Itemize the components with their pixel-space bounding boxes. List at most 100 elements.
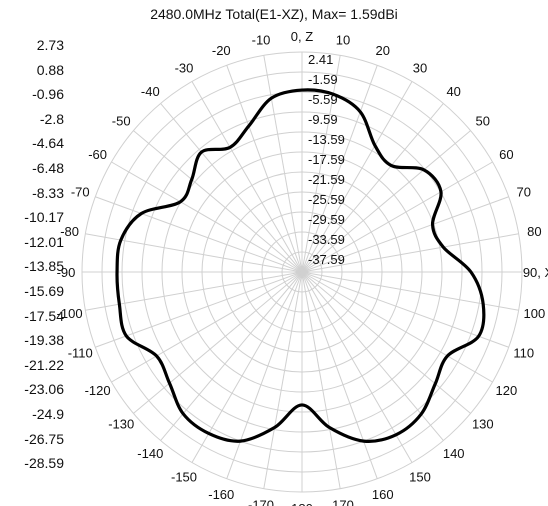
grid-spoke: [263, 55, 303, 273]
ring-label: -21.59: [308, 172, 345, 187]
angle-label: -50: [112, 113, 131, 128]
grid-spoke: [191, 81, 303, 273]
color-scale-value: -17.54: [24, 307, 64, 324]
angle-label: 80: [527, 224, 541, 239]
grid-spoke: [95, 271, 303, 348]
grid-spoke: [160, 103, 303, 273]
color-scale-value: -4.64: [32, 135, 64, 152]
grid-spoke: [111, 271, 303, 383]
angle-label: -100: [57, 306, 83, 321]
grid-spoke: [133, 130, 303, 273]
angle-label: -70: [71, 184, 90, 199]
angle-label: 40: [446, 84, 460, 99]
angle-label: -30: [175, 61, 194, 76]
color-scale-value: -8.33: [32, 184, 64, 201]
color-scale-value: -2.8: [39, 110, 64, 127]
color-scale-value: 2.73: [36, 37, 64, 53]
color-scale-value: -12.01: [24, 233, 64, 250]
grid-spoke: [95, 196, 303, 273]
angle-label: 60: [499, 147, 513, 162]
angle-label: -130: [108, 417, 134, 432]
angle-label: -10: [252, 33, 271, 48]
ring-label: -5.59: [308, 92, 338, 107]
ring-labels: 2.41 -1.59 -5.59 -9.59 -13.59 -17.59 -21.59 -25…: [308, 52, 345, 267]
grid-spoke: [301, 55, 341, 273]
ring-label: -1.59: [308, 72, 338, 87]
grid-spoke: [263, 271, 303, 489]
color-scale-value: -15.69: [24, 283, 64, 299]
ring-label: -29.59: [308, 212, 345, 227]
grid-spoke: [301, 233, 519, 273]
ring-label: 2.41: [308, 52, 333, 67]
grid-spoke: [111, 161, 303, 273]
color-scale-value: -28.59: [24, 455, 64, 472]
grid-spoke: [301, 130, 471, 273]
angle-label: 150: [409, 469, 431, 484]
angle-label: -170: [248, 497, 274, 506]
grid-spoke: [301, 271, 341, 489]
color-scale-value: -21.22: [24, 356, 64, 373]
angle-label: 170: [332, 497, 354, 506]
grid-spoke: [301, 81, 413, 273]
angle-labels: 0, Z 10 20 30 40 50 60 70 80 90, X 100 110 120 130 140…: [57, 29, 548, 506]
angle-label: 180: [291, 501, 313, 506]
grid-spoke: [301, 161, 493, 273]
angle-label: -80: [60, 224, 79, 239]
angle-label: 90, X: [523, 265, 548, 280]
grid-spoke: [191, 271, 303, 463]
angle-label: -60: [88, 147, 107, 162]
grid-spoke: [301, 103, 444, 273]
grid-spoke: [226, 65, 303, 273]
angle-label: -150: [171, 469, 197, 484]
grid-spoke: [301, 271, 444, 441]
color-scale-value: -10.17: [24, 209, 64, 226]
grid-spoke: [226, 271, 303, 479]
ring-label: -37.59: [308, 252, 345, 267]
grid-spoke: [133, 271, 303, 414]
angle-label: 70: [517, 184, 531, 199]
ring-label: -13.59: [308, 132, 345, 147]
color-scale-value: -23.06: [24, 381, 64, 398]
angle-label: 20: [375, 43, 389, 58]
angle-label: 0, Z: [291, 29, 313, 44]
ring-label: -33.59: [308, 232, 345, 247]
angle-label: 120: [496, 383, 518, 398]
angle-label: 110: [513, 346, 534, 361]
angle-label: -160: [208, 487, 234, 502]
grid-spoke: [301, 271, 413, 463]
angle-label: -120: [85, 383, 111, 398]
chart-title: 2480.0MHz Total(E1-XZ), Max= 1.59dBi: [150, 6, 398, 22]
angle-label: 50: [476, 113, 490, 128]
grid-spoke: [301, 271, 509, 348]
color-scale-value: -24.9: [32, 406, 64, 422]
grid-spoke: [301, 271, 378, 479]
color-scale-value: -0.96: [32, 86, 64, 103]
ring-label: -17.59: [308, 152, 345, 167]
color-scale-value: 0.88: [36, 61, 64, 78]
color-scale-value: -13.85: [24, 258, 64, 275]
grid-spoke: [301, 196, 509, 273]
grid-spoke: [301, 65, 378, 273]
angle-label: -20: [212, 43, 231, 58]
grid-spoke: [85, 271, 303, 311]
angle-label: 100: [524, 306, 546, 321]
angle-label: 30: [413, 61, 427, 76]
angle-label: 130: [472, 417, 494, 432]
color-scale-value: -19.38: [24, 332, 64, 349]
grid-spoke: [301, 271, 493, 383]
angle-label: 10: [336, 33, 350, 48]
ring-label: -25.59: [308, 192, 345, 207]
color-scale-value: -26.75: [24, 430, 64, 447]
angle-label: -90: [57, 265, 76, 280]
polar-grid: [81, 51, 523, 493]
angle-label: -40: [141, 84, 160, 99]
angle-label: -110: [68, 346, 93, 361]
angle-label: 140: [443, 446, 465, 461]
angle-label: -140: [137, 446, 163, 461]
angle-label: 160: [372, 487, 394, 502]
ring-label: -9.59: [308, 112, 338, 127]
color-scale-value: -6.48: [32, 160, 64, 176]
grid-spoke: [301, 271, 471, 414]
radiation-pattern-trace: [115, 88, 486, 443]
